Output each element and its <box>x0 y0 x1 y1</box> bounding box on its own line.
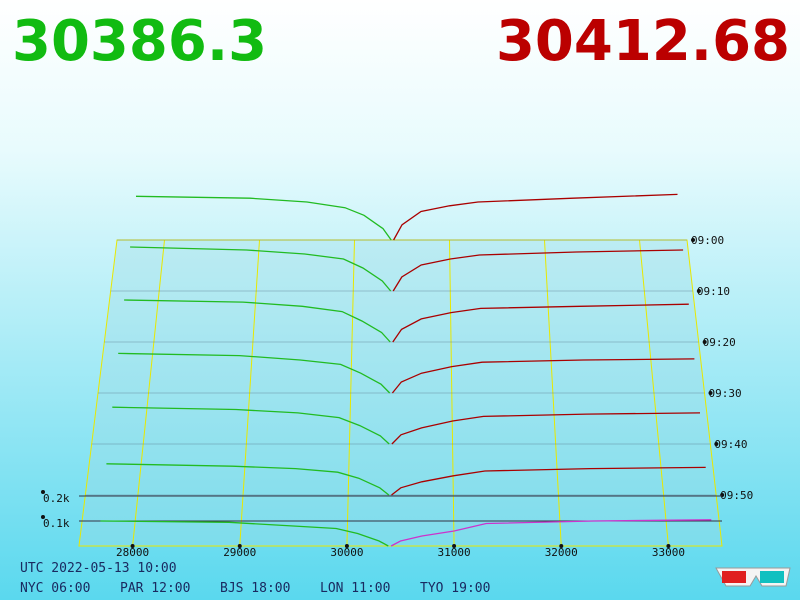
time-tick-dot <box>702 340 707 344</box>
x-tick-dot <box>666 544 671 548</box>
x-grid-line <box>346 239 355 547</box>
x-tick-label: 29000 <box>223 546 256 559</box>
depth-curve <box>392 249 684 292</box>
depth-curve <box>392 303 689 343</box>
red-lens <box>722 571 746 583</box>
depth-curve <box>118 352 391 394</box>
ask-price: 30412.68 <box>496 9 790 74</box>
x-tick-label: 31000 <box>438 546 471 559</box>
time-tick-label: 09:10 <box>697 285 730 298</box>
time-tick-label: 09:30 <box>709 387 742 400</box>
depth-tick-dot <box>41 515 45 519</box>
x-grid-line <box>449 239 455 547</box>
depth-curve <box>112 406 390 445</box>
zone-time: BJS 18:00 <box>220 581 290 596</box>
depth-tick-label: 0.1k <box>43 517 70 530</box>
depth-curve <box>106 463 390 496</box>
time-tick-label: 09:40 <box>714 438 747 451</box>
depth-curve <box>100 520 389 547</box>
time-tick-dot <box>696 289 701 293</box>
depth-curve <box>130 246 392 292</box>
time-tick-dot <box>714 442 719 446</box>
x-tick-label: 32000 <box>545 546 578 559</box>
x-tick-dot <box>130 544 135 548</box>
x-grid-line <box>544 239 562 547</box>
x-tick-dot <box>344 544 349 548</box>
utc-time: UTC 2022-05-13 10:00 <box>20 561 177 576</box>
depth-tick-label: 0.2k <box>43 492 70 505</box>
time-zones: NYC 06:00 PAR 12:00 BJS 18:00 LON 11:00 TYO … <box>20 581 490 596</box>
depth-tick-dot <box>41 490 45 494</box>
x-tick-dot <box>559 544 564 548</box>
zone-time: TYO 19:00 <box>420 581 490 596</box>
time-tick-label: 09:20 <box>703 336 736 349</box>
zone-time: PAR 12:00 <box>120 581 190 596</box>
zone-time: LON 11:00 <box>320 581 390 596</box>
x-tick-label: 30000 <box>330 546 363 559</box>
time-tick-dot <box>708 391 713 395</box>
time-tick-dot <box>691 238 695 242</box>
x-grid-line <box>132 239 165 547</box>
depth-curve <box>391 358 695 394</box>
x-tick-dot <box>452 544 457 548</box>
x-grid-line <box>639 239 669 547</box>
x-tick-label: 33000 <box>652 546 685 559</box>
time-tick-label: 09:00 <box>691 234 724 247</box>
x-tick-dot <box>237 544 242 548</box>
depth-curve <box>135 195 392 241</box>
depth-curve <box>391 466 706 496</box>
3d-glasses-icon <box>715 567 791 587</box>
depth-curve <box>393 193 678 241</box>
bid-price: 30386.3 <box>12 9 267 74</box>
x-tick-label: 28000 <box>116 546 149 559</box>
depth-curve <box>124 299 391 343</box>
plot: 28000 29000 30000 31000 32000 33000 09:00 09:10… <box>41 193 753 559</box>
zone-time: NYC 06:00 <box>20 581 90 596</box>
time-tick-label: 09:50 <box>720 489 753 502</box>
x-grid-line <box>239 239 260 547</box>
depth-curve <box>391 412 701 445</box>
cyan-lens <box>760 571 784 583</box>
depth-curve <box>390 519 712 547</box>
